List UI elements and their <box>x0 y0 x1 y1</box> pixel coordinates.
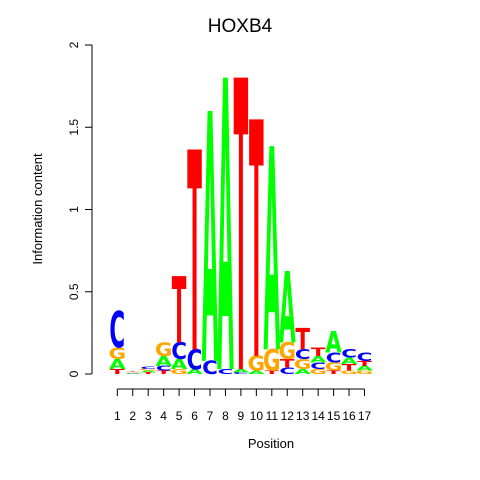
logo-letter-G: G <box>139 369 157 372</box>
logo-letter-A: A <box>233 368 250 373</box>
logo-letter-T: T <box>357 359 372 367</box>
x-tick-label: 3 <box>145 409 152 423</box>
logo-letter-C: C <box>187 343 203 375</box>
logo-letter-C: C <box>125 372 141 373</box>
logo-letter-G: G <box>325 361 343 374</box>
logo-letter-A: A <box>171 357 188 373</box>
x-tick-label: 7 <box>207 409 214 423</box>
logo-letter-C: C <box>202 357 218 378</box>
x-tick-label: 4 <box>160 409 167 423</box>
y-axis-label: Information content <box>30 153 45 265</box>
logo-letter-G: G <box>340 370 358 375</box>
logo-letter-C: C <box>109 302 125 361</box>
logo-letter-A: A <box>294 368 312 376</box>
y-tick-label: 2 <box>67 41 81 48</box>
x-axis: 1 2 3 4 5 6 7 8 9 10 11 12 13 14 15 16 17 <box>114 388 372 423</box>
logo-letter-G: G <box>108 345 126 364</box>
logo-letter-T: T <box>172 257 187 364</box>
logo-letter-T: T <box>187 96 202 415</box>
logo-letter-C: C <box>295 347 311 363</box>
logo-letter-A: A <box>109 357 126 373</box>
logo-letter-A: A <box>124 373 141 374</box>
x-tick-label: 8 <box>222 409 229 423</box>
logo-letter-G: G <box>124 372 142 373</box>
logo-letter-A: A <box>356 364 374 372</box>
y-axis: 0 0.5 1 1.5 2 <box>67 41 93 377</box>
x-tick-label: 11 <box>266 409 279 423</box>
logo-letter-A: A <box>310 354 327 365</box>
logo-letter-G: G <box>294 357 312 373</box>
x-tick-label: 12 <box>281 409 295 423</box>
logo-letter-G: G <box>248 351 266 375</box>
logo-letter-C: C <box>310 361 326 372</box>
logo-letter-C: C <box>341 348 357 361</box>
logo-letter-A: A <box>140 370 157 373</box>
logo-letter-T: T <box>110 368 125 376</box>
logo-letter-T: T <box>234 0 249 464</box>
logo-letter-C: C <box>156 364 172 372</box>
logo-letter-T: T <box>326 370 341 375</box>
logo-letter-G: G <box>170 368 188 376</box>
x-tick-label: 13 <box>296 409 310 423</box>
chart-title: HOXB4 <box>208 16 273 37</box>
x-tick-label: 14 <box>311 409 325 423</box>
logo-letter-G: G <box>263 344 281 378</box>
x-tick-label: 2 <box>129 409 136 423</box>
y-tick-label: 0.5 <box>67 283 81 300</box>
logo-letter-G: G <box>278 339 296 366</box>
logo-letter-C: C <box>279 366 295 377</box>
x-tick-label: 10 <box>250 409 264 423</box>
logo-letter-G: G <box>356 370 374 375</box>
logo-letter-T: T <box>342 362 358 373</box>
x-tick-label: 6 <box>191 409 198 423</box>
x-axis-label: Position <box>248 436 294 451</box>
logo-letter-T: T <box>156 370 171 375</box>
logo-letter-C: C <box>218 368 234 376</box>
y-tick-label: 1.5 <box>67 119 81 136</box>
logo-letter-A: A <box>248 370 265 375</box>
logo-letter-A: A <box>186 368 204 376</box>
logo-letter-A: A <box>155 354 172 370</box>
logo-letter-T: T <box>125 371 141 372</box>
logo-letter-C: C <box>171 339 187 366</box>
logo-letter-T: T <box>295 323 310 357</box>
x-tick-label: 15 <box>327 409 341 423</box>
x-tick-label: 1 <box>114 409 121 423</box>
logo-letter-A: A <box>217 0 234 464</box>
logo-letter-T: T <box>311 346 326 359</box>
y-tick-label: 1 <box>67 206 81 213</box>
x-tick-label: 9 <box>238 409 245 423</box>
x-tick-label: 16 <box>342 409 356 423</box>
logo-letter-A: A <box>325 326 342 360</box>
logo-letter-A: A <box>341 356 358 367</box>
logo-letter-T: T <box>264 370 279 375</box>
logo-letter-A: A <box>279 252 296 367</box>
logo-letter-G: G <box>309 368 327 376</box>
logo-letter-C: C <box>326 350 342 366</box>
logo-letter-A: A <box>202 45 219 443</box>
logo-letter-C: C <box>357 351 373 364</box>
logo-letter-T: T <box>141 372 156 375</box>
logo-letter-C: C <box>140 366 156 370</box>
logo-letter-G: G <box>155 339 173 360</box>
logo-letter-A: A <box>263 91 280 415</box>
y-tick-label: 0 <box>67 370 81 377</box>
logo-letter-T: T <box>280 357 295 370</box>
x-tick-label: 5 <box>176 409 183 423</box>
logo-letter-C: C <box>233 372 249 375</box>
x-tick-label: 17 <box>358 409 372 423</box>
logo-letter-T: T <box>249 57 264 434</box>
